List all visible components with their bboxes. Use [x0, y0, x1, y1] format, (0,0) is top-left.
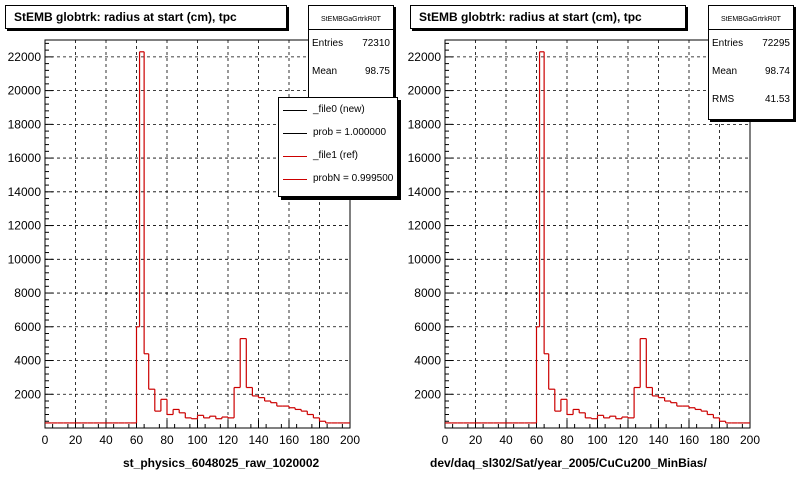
- left-stats-mean-row: Mean 98.75: [309, 58, 393, 86]
- legend-label-probn: probN = 0.999500: [313, 173, 394, 184]
- left-y-tick-label: 10000: [8, 252, 42, 266]
- left-y-tick-label: 18000: [8, 117, 42, 131]
- right-y-tick-label: 16000: [408, 151, 442, 165]
- left-x-tick-label: 140: [248, 433, 268, 447]
- left-stats-entries-value: 72310: [362, 38, 390, 49]
- right-stats-entries-value: 72295: [762, 38, 790, 49]
- right-y-tick-label: 22000: [408, 50, 442, 64]
- right-y-tick-label: 20000: [408, 84, 442, 98]
- left-histogram-title: StEMB globtrk: radius at start (cm), tpc: [5, 5, 287, 29]
- right-stats-rms-row: RMS 41.53: [709, 86, 793, 114]
- right-x-axis-title: dev/daq_sl302/Sat/year_2005/CuCu200_MinB…: [430, 456, 707, 470]
- left-legend: _file0 (new) prob = 1.000000 _file1 (ref…: [278, 97, 398, 197]
- right-stats-name: StEMBGaGrtrkR0T: [709, 6, 793, 30]
- right-y-tick-label: 6000: [414, 320, 441, 334]
- right-x-tick-label: 160: [679, 433, 699, 447]
- right-y-tick-label: 14000: [408, 185, 442, 199]
- right-x-tick-label: 20: [469, 433, 483, 447]
- right-series-0: [445, 51, 750, 424]
- right-x-tick-label: 200: [740, 433, 760, 447]
- right-x-tick-label: 80: [560, 433, 574, 447]
- left-x-tick-label: 80: [160, 433, 174, 447]
- left-x-tick-label: 100: [187, 433, 207, 447]
- left-x-tick-label: 20: [69, 433, 83, 447]
- left-y-tick-label: 6000: [14, 320, 41, 334]
- right-y-tick-label: 12000: [408, 219, 442, 233]
- right-y-tick-label: 10000: [408, 252, 442, 266]
- legend-label-file1: _file1 (ref): [313, 150, 359, 161]
- right-x-tick-label: 120: [618, 433, 638, 447]
- right-x-tick-label: 140: [648, 433, 668, 447]
- right-stats-mean-label: Mean: [712, 66, 738, 77]
- right-stats-mean-row: Mean 98.74: [709, 58, 793, 86]
- left-series-0: [45, 51, 350, 424]
- right-stats-entries-row: Entries 72295: [709, 30, 793, 58]
- left-histogram-pane: 0 20 40 60 80 100 120 140 160 180 200 2000 4000 6000 8…: [5, 5, 398, 470]
- right-x-tick-label: 60: [530, 433, 544, 447]
- right-x-tick-label: 100: [587, 433, 607, 447]
- right-stats-rms-value: 41.53: [764, 94, 790, 105]
- left-x-tick-label: 200: [340, 433, 360, 447]
- left-y-tick-label: 2000: [14, 387, 41, 401]
- left-x-tick-label: 60: [130, 433, 144, 447]
- legend-swatch-prob: [283, 133, 307, 134]
- right-y-tick-label: 4000: [414, 354, 441, 368]
- left-x-tick-label: 180: [309, 433, 329, 447]
- right-x-tick-label: 0: [442, 433, 449, 447]
- right-histogram-plot: 0 20 40 60 80 100 120 140 160 180 200 2000 4000 6000 8…: [408, 39, 760, 447]
- left-y-tick-label: 8000: [14, 286, 41, 300]
- left-stats-entries-row: Entries 72310: [309, 30, 393, 58]
- left-stats-entries-label: Entries: [312, 38, 344, 49]
- left-y-tick-label: 4000: [14, 354, 41, 368]
- left-y-tick-label: 12000: [8, 219, 42, 233]
- left-y-tick-label: 16000: [8, 151, 42, 165]
- left-y-tick-label: 20000: [8, 84, 42, 98]
- left-x-axis-title: st_physics_6048025_raw_1020002: [123, 456, 320, 470]
- right-histogram-title: StEMB globtrk: radius at start (cm), tpc: [410, 5, 686, 29]
- right-y-tick-label: 2000: [414, 387, 441, 401]
- right-stats-mean-value: 98.74: [764, 66, 790, 77]
- left-stats-name: StEMBGaGrtrkR0T: [309, 6, 393, 30]
- left-y-tick-label: 22000: [8, 50, 42, 64]
- right-stats-box: StEMBGaGrtrkR0T Entries 72295 Mean 98.74…: [708, 5, 794, 120]
- right-stats-rms-label: RMS: [712, 94, 735, 105]
- legend-swatch-file0: [283, 110, 307, 111]
- left-stats-mean-label: Mean: [312, 66, 338, 77]
- legend-label-file0: _file0 (new): [313, 104, 365, 115]
- left-y-tick-label: 14000: [8, 185, 42, 199]
- right-histogram-pane: 0 20 40 60 80 100 120 140 160 180 200 2000 4000 6000 8…: [400, 0, 800, 480]
- right-y-tick-label: 8000: [414, 286, 441, 300]
- right-x-tick-label: 180: [709, 433, 729, 447]
- left-stats-mean-value: 98.75: [364, 66, 390, 77]
- right-y-tick-label: 18000: [408, 117, 442, 131]
- left-x-tick-label: 160: [279, 433, 299, 447]
- legend-swatch-probn: [283, 179, 307, 180]
- right-stats-entries-label: Entries: [712, 38, 744, 49]
- right-x-tick-label: 40: [499, 433, 513, 447]
- legend-swatch-file1: [283, 156, 307, 157]
- left-x-tick-label: 120: [218, 433, 238, 447]
- legend-label-prob: prob = 1.000000: [313, 127, 387, 138]
- left-x-tick-label: 0: [42, 433, 49, 447]
- left-x-tick-label: 40: [99, 433, 113, 447]
